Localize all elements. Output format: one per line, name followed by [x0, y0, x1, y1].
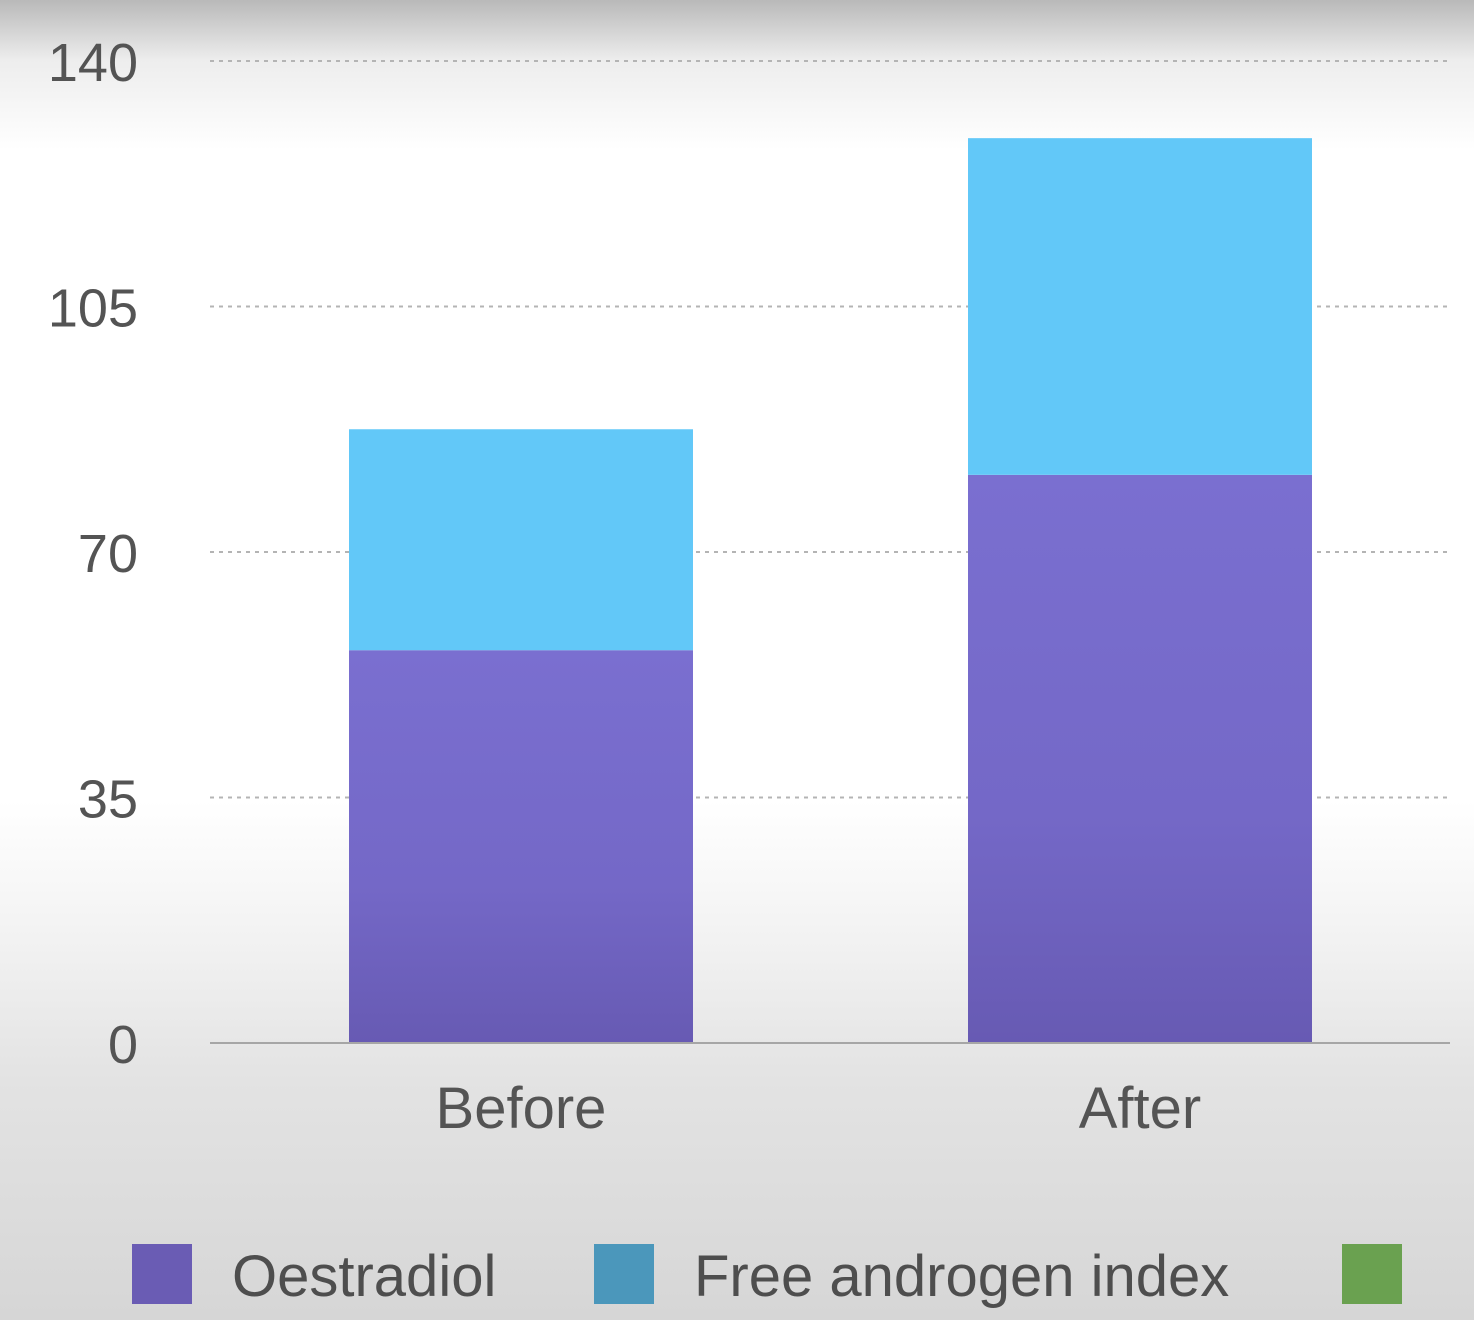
legend-swatch-3: [1342, 1244, 1402, 1304]
y-tick-label-105: 105: [48, 279, 138, 339]
y-tick-label-0: 0: [108, 1015, 138, 1075]
x-category-label-after: After: [1079, 1076, 1202, 1141]
legend: Oestradiol Free androgen index: [132, 1244, 1402, 1309]
legend-swatch-2: [594, 1244, 654, 1304]
bar-before-oestradiol: [349, 650, 693, 1043]
legend-label-oestradiol: Oestradiol: [232, 1244, 496, 1309]
bars: [349, 138, 1312, 1043]
y-tick-label-140: 140: [48, 33, 138, 93]
legend-swatch-1: [132, 1244, 192, 1304]
y-axis-tick-labels: 0 35 70 105 140: [48, 33, 138, 1075]
x-axis-category-labels: Before After: [436, 1076, 1202, 1141]
x-category-label-before: Before: [436, 1076, 607, 1141]
legend-label-free-androgen-index: Free androgen index: [694, 1244, 1229, 1309]
y-tick-label-35: 35: [78, 770, 138, 830]
bar-after-free-androgen-index: [968, 138, 1312, 475]
bar-after-oestradiol: [968, 474, 1312, 1043]
y-tick-label-70: 70: [78, 524, 138, 584]
bar-before-free-androgen-index: [349, 429, 693, 651]
